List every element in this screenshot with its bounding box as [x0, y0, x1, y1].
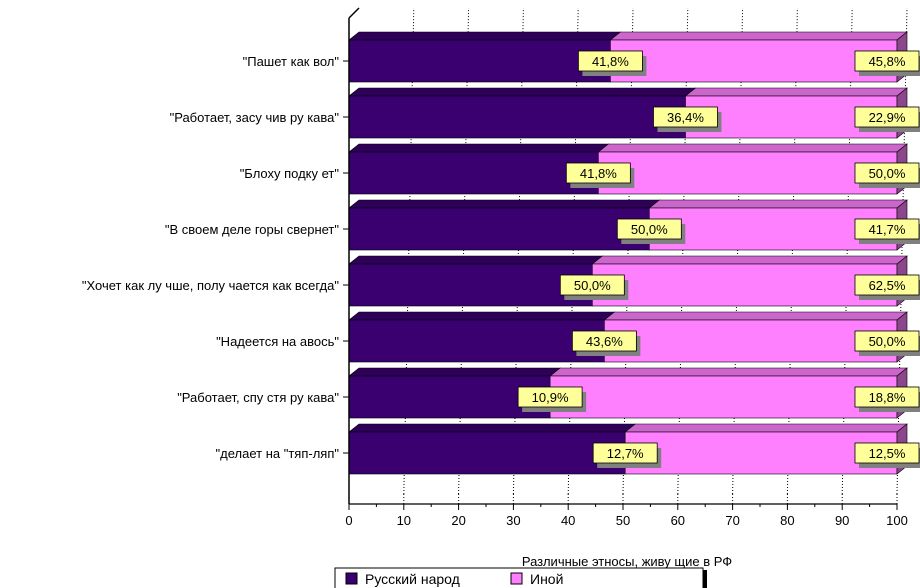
x-tick-label-9: 90	[835, 513, 849, 528]
data-label-russian-0: 41,8%	[577, 50, 647, 76]
x-tick-label-6: 60	[671, 513, 685, 528]
bar-russian-2	[348, 143, 610, 195]
legend: Русский народ Иной	[334, 567, 707, 588]
data-labels: 41,8% 45,8% 36,4% 22,9% 41,8% 50,0% 50,0% 41,7%…	[517, 50, 920, 468]
data-label-other-3: 41,7%	[854, 218, 920, 244]
data-label-russian-3: 50,0%	[616, 218, 686, 244]
x-tick-label-2: 20	[451, 513, 465, 528]
data-label-other-0: 45,8%	[854, 50, 920, 76]
data-label-other-1: 22,9%	[854, 106, 920, 132]
y-axis-top	[348, 7, 360, 19]
svg-text:10,9%: 10,9%	[532, 390, 569, 405]
svg-text:12,5%: 12,5%	[869, 446, 906, 461]
bar-russian-5	[348, 311, 616, 363]
bar-russian-3	[348, 199, 661, 251]
svg-text:43,6%: 43,6%	[586, 334, 623, 349]
svg-text:50,0%: 50,0%	[869, 334, 906, 349]
x-tick-label-4: 40	[561, 513, 575, 528]
category-label-0: "Пашет как вол"	[243, 54, 340, 69]
bar-russian-7	[348, 423, 637, 475]
data-label-russian-5: 43,6%	[571, 330, 641, 356]
data-label-other-5: 50,0%	[854, 330, 920, 356]
x-tick-label-8: 80	[780, 513, 794, 528]
data-label-russian-1: 36,4%	[653, 106, 722, 132]
svg-text:50,0%: 50,0%	[574, 278, 611, 293]
svg-text:45,8%: 45,8%	[869, 54, 906, 69]
bar-russian-4	[348, 255, 604, 307]
bar-other-7	[624, 423, 908, 475]
x-tick-label-3: 30	[506, 513, 520, 528]
data-label-other-4: 62,5%	[854, 274, 920, 300]
category-label-6: "Работает, спу стя ру кава"	[177, 390, 339, 405]
bar-russian-6	[348, 367, 561, 419]
data-label-other-7: 12,5%	[854, 442, 920, 468]
svg-text:12,7%: 12,7%	[607, 446, 644, 461]
x-tick-label-1: 10	[397, 513, 411, 528]
bar-other-6	[549, 367, 908, 419]
legend-label-other: Иной	[530, 571, 563, 587]
category-label-2: "Блоху подку ет"	[240, 166, 340, 181]
x-tick-label-5: 50	[616, 513, 630, 528]
svg-text:50,0%: 50,0%	[869, 166, 906, 181]
legend-label-russian: Русский народ	[365, 571, 460, 587]
svg-text:41,7%: 41,7%	[869, 222, 906, 237]
x-tick-label-10: 100	[886, 513, 908, 528]
svg-text:41,8%: 41,8%	[580, 166, 617, 181]
category-label-3: "В своем деле горы свернет"	[165, 222, 340, 237]
svg-text:22,9%: 22,9%	[869, 110, 906, 125]
data-label-russian-6: 10,9%	[517, 386, 587, 412]
data-label-other-2: 50,0%	[854, 162, 920, 188]
svg-text:41,8%: 41,8%	[592, 54, 629, 69]
svg-text:36,4%: 36,4%	[667, 110, 704, 125]
data-label-russian-4: 50,0%	[559, 274, 629, 300]
bars	[348, 31, 908, 475]
axes: 0 10 20 30 40 50 60 70 80 90 100 "Пашет как вол" "Ра…	[82, 7, 908, 528]
bar-russian-1	[348, 87, 697, 139]
legend-swatch-other	[510, 572, 523, 585]
svg-text:50,0%: 50,0%	[631, 222, 668, 237]
data-label-other-6: 18,8%	[854, 386, 920, 412]
category-label-1: "Работает, засу чив ру кава"	[170, 110, 340, 125]
category-label-5: "Надеется на авось"	[216, 334, 339, 349]
data-label-russian-2: 41,8%	[565, 162, 635, 188]
data-label-russian-7: 12,7%	[592, 442, 662, 468]
svg-text:18,8%: 18,8%	[869, 390, 906, 405]
bar-russian-0	[348, 31, 622, 83]
svg-text:62,5%: 62,5%	[869, 278, 906, 293]
x-tick-label-0: 0	[345, 513, 352, 528]
category-label-4: "Хочет как лу чше, полу чается как всегд…	[82, 278, 339, 293]
legend-swatch-russian	[345, 572, 358, 585]
x-axis-label: Различные этносы, живу щие в РФ	[522, 554, 732, 569]
x-tick-label-7: 70	[725, 513, 739, 528]
category-label-7: "делает на "тяп-ляп"	[216, 446, 340, 461]
